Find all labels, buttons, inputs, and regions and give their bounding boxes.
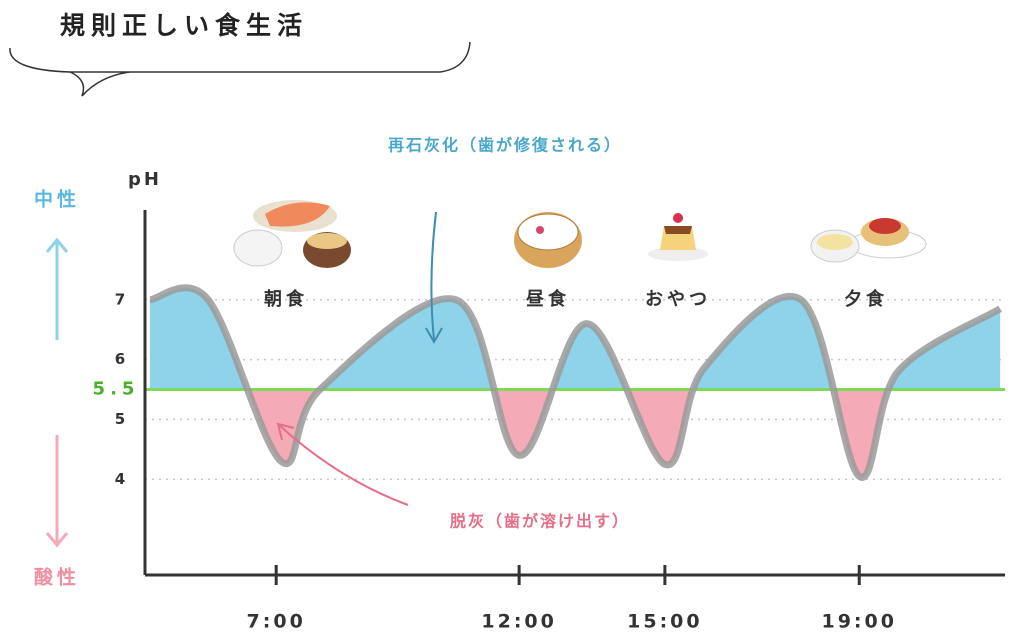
breakfast-illustration [233, 200, 351, 268]
demineralization-note: 脱灰（歯が溶け出す） [450, 512, 630, 531]
neutral-label: 中性 [34, 188, 80, 211]
y-tick-label: 6 [115, 350, 125, 368]
title-bubble [9, 41, 471, 97]
demineralization-arrow [276, 422, 409, 506]
x-tick-label: 15:00 [627, 611, 702, 633]
y-tick-label: 7 [115, 290, 125, 308]
meal-label: 昼食 [526, 288, 570, 310]
meal-label: 朝食 [264, 288, 308, 310]
meal-label: おやつ [645, 289, 711, 310]
acidic-arrow [45, 435, 69, 548]
threshold-label: 5.5 [93, 379, 140, 400]
x-tick-label: 19:00 [821, 611, 896, 633]
acidic-label: 酸性 [34, 566, 80, 589]
x-tick-label: 7:00 [247, 611, 306, 633]
lunch-illustration [514, 212, 582, 268]
remineralization-arrow [425, 211, 443, 345]
y-tick-label: 5 [115, 410, 125, 428]
neutral-arrow [45, 237, 69, 340]
ph-line [149, 284, 1002, 481]
x-tick-label: 12:00 [481, 611, 556, 633]
y-axis-label: pH [128, 169, 162, 190]
meal-label: 夕食 [844, 288, 888, 310]
dinner-illustration [810, 218, 927, 263]
remineralization-note: 再石灰化（歯が修復される） [388, 136, 622, 155]
y-tick-label: 4 [115, 470, 125, 488]
chart-title: 規則正しい食生活 [60, 11, 308, 40]
snack-illustration [648, 213, 708, 261]
